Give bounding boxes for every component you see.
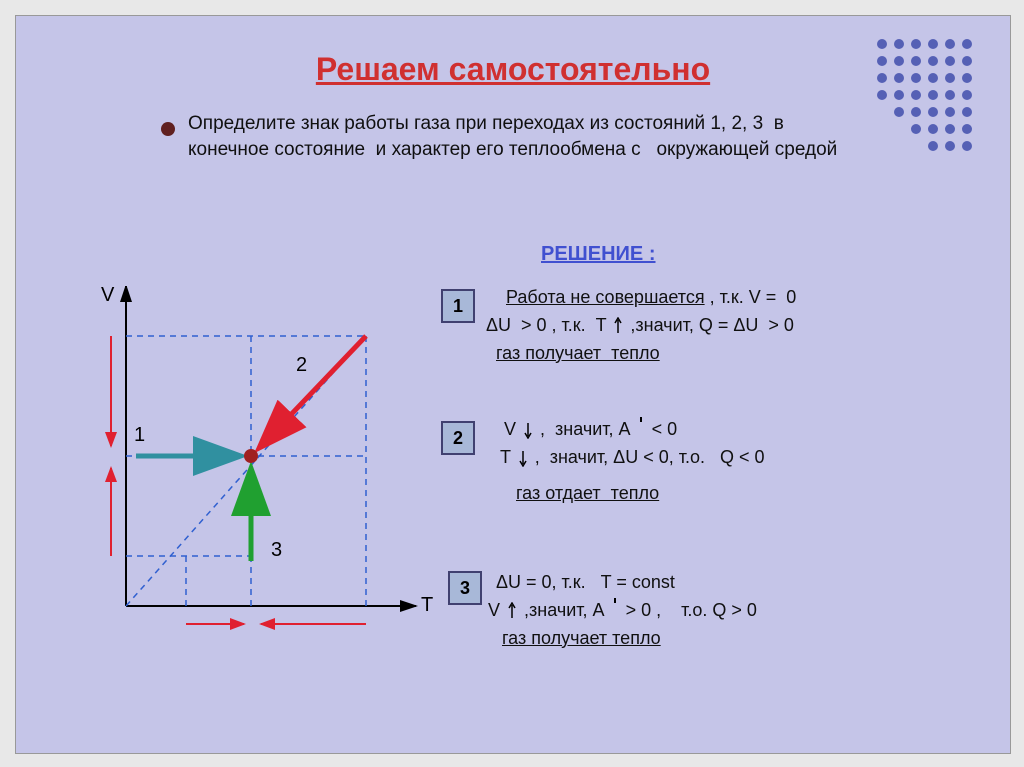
t-axis-label: T — [421, 594, 433, 616]
solution-3: ΔU = 0, т.к. T = const V ,значит, A > 0 … — [496, 569, 757, 653]
step-box-1: 1 — [441, 289, 475, 323]
sol3-line2c: > 0 , т.о. Q > 0 — [626, 600, 757, 620]
vt-diagram: V T 1 2 3 — [66, 286, 436, 666]
sol1-line2b: ,значит, Q = ΔU > 0 — [630, 315, 794, 335]
step-box-3: 3 — [448, 571, 482, 605]
svg-text:3: 3 — [271, 539, 282, 561]
apostrophe-icon — [637, 416, 645, 430]
sol3-line2b: ,значит, A — [524, 600, 609, 620]
solution-2: V , значит, A < 0 T , значит, ΔU < 0, т.… — [486, 416, 765, 508]
sol2-line1b: , значит, A — [540, 419, 635, 439]
sol1-line3: газ получает тепло — [496, 343, 660, 363]
sol1-line1a: Работа не совершается — [506, 287, 705, 307]
sol2-line2b: , значит, ΔU < 0, т.о. Q < 0 — [535, 447, 765, 467]
svg-text:2: 2 — [296, 354, 307, 376]
sol1-line1b: , т.к. V = 0 — [705, 287, 797, 307]
apostrophe-icon — [611, 597, 619, 611]
solution-1: Работа не совершается , т.к. V = 0 ΔU > … — [486, 284, 796, 368]
sol2-line2: T — [500, 447, 516, 467]
step-box-2: 2 — [441, 421, 475, 455]
v-axis-label: V — [101, 286, 115, 306]
sol3-line2: V — [488, 600, 500, 620]
down-arrow-icon — [518, 449, 528, 467]
svg-text:1: 1 — [134, 424, 145, 446]
down-arrow-icon — [523, 421, 533, 439]
up-arrow-icon — [507, 602, 517, 620]
sol1-line2: ΔU > 0 , т.к. T — [486, 315, 611, 335]
task-text: Определите знак работы газа при перехода… — [188, 111, 838, 162]
sol2-line1: V — [504, 419, 516, 439]
sol2-line1c: < 0 — [652, 419, 678, 439]
sol2-line3: газ отдает тепло — [516, 483, 659, 503]
solution-heading: РЕШЕНИЕ : — [541, 243, 656, 266]
slide-title: Решаем самостоятельно — [16, 51, 1010, 88]
sol3-line3: газ получает тепло — [502, 628, 661, 648]
up-arrow-icon — [613, 317, 623, 335]
slide-background: Решаем самостоятельно Определите знак ра… — [15, 15, 1011, 754]
bullet-icon — [161, 122, 175, 136]
sol3-line1: ΔU = 0, т.к. T = const — [496, 572, 675, 592]
